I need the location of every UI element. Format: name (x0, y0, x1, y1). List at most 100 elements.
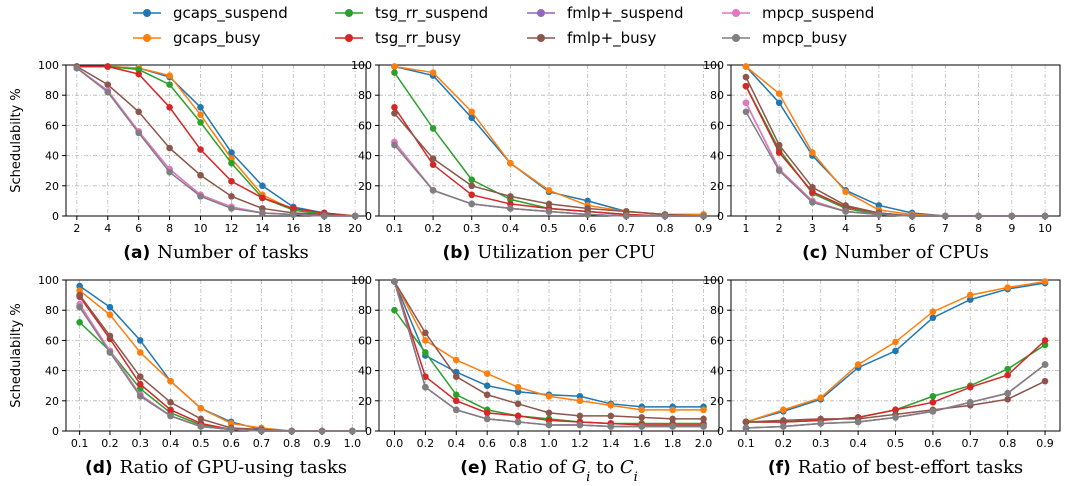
legend-entry-fmlpplus-busy: fmlp+_busy (527, 29, 656, 48)
y-tick-label: 60 (45, 119, 59, 132)
data-point (817, 415, 825, 423)
data-point (349, 427, 356, 435)
data-point (514, 412, 522, 420)
y-tick-label: 40 (710, 150, 724, 163)
legend-label-tsg-rr-suspend: tsg_rr_suspend (375, 4, 488, 23)
data-point (228, 205, 235, 212)
x-tick-label: 1.4 (602, 437, 620, 450)
caption-tag: (b) (443, 243, 471, 263)
data-point (742, 73, 750, 81)
x-tick-label: 0.6 (478, 437, 496, 450)
series-gcaps-busy (742, 63, 1049, 220)
data-point (742, 63, 750, 70)
x-tick-label: 0.9 (313, 437, 331, 450)
data-point (929, 314, 937, 322)
series-tsg-rr-suspend (391, 69, 707, 220)
subplot-e: 0.0 0.2 0.4 0.6 0.8 1.0 1.2 1.4 1.6 1.8 2.0 0 20 40 60… (351, 274, 720, 485)
x-tick-label: 0.6 (222, 437, 240, 450)
caption-fragment: i (634, 470, 638, 485)
legend: gcaps_suspend gcaps_busy tsg_rr_suspendtsg… (133, 4, 874, 48)
y-tick-label: 80 (710, 304, 724, 317)
data-point (351, 212, 359, 220)
y-tick-label: 40 (710, 365, 724, 378)
data-point (76, 303, 83, 311)
data-point (167, 406, 174, 414)
data-point (429, 125, 437, 132)
data-point (429, 161, 437, 168)
data-point (429, 155, 437, 162)
data-point (742, 108, 750, 116)
y-tick-label: 0 (52, 425, 59, 438)
data-point (468, 114, 476, 122)
series-mpcp-busy (742, 361, 1049, 432)
data-point (135, 108, 142, 116)
data-point (607, 423, 615, 430)
data-point (197, 146, 204, 153)
data-point (166, 72, 173, 79)
subplot-caption: (d) Ratio of GPU-using tasks (85, 457, 347, 478)
data-point (892, 406, 899, 414)
data-point (1004, 389, 1011, 397)
data-point (73, 64, 81, 72)
series-fmlpplus-busy (742, 73, 1049, 220)
y-tick-label: 0 (365, 210, 372, 223)
subplot-caption: (c) Number of CPUs (802, 242, 989, 263)
data-point (780, 423, 787, 430)
data-point (576, 412, 584, 420)
data-point (742, 99, 750, 107)
series-tsg-rr-suspend (73, 63, 359, 220)
data-point (545, 187, 553, 194)
data-point (875, 211, 883, 218)
series-line-gcaps-suspend (76, 65, 356, 217)
data-point (391, 110, 398, 117)
data-point (669, 406, 676, 414)
legend-marker-mpcp-busy (732, 34, 740, 42)
y-tick-label: 20 (358, 180, 372, 193)
series-line-tsg-rr-busy (745, 85, 1046, 217)
y-tick-label: 40 (358, 365, 372, 378)
caption-text: Ratio of GPU-using tasks (120, 457, 347, 478)
subplot-caption: (a) Number of tasks (123, 242, 309, 263)
x-tick-label: 0.0 (386, 437, 404, 450)
data-point (290, 205, 297, 212)
data-point (809, 149, 816, 156)
data-point (545, 208, 553, 215)
data-point (468, 182, 476, 190)
x-tick-label: 0.1 (737, 437, 755, 450)
data-point (817, 394, 825, 402)
data-point (136, 373, 144, 380)
x-tick-label: 0.2 (417, 437, 435, 450)
data-point (966, 383, 974, 391)
y-tick-label: 40 (45, 365, 59, 378)
data-point (507, 159, 514, 167)
data-point (929, 392, 937, 400)
x-tick-label: 1.8 (664, 437, 682, 450)
y-tick-label: 40 (45, 150, 59, 163)
data-point (136, 380, 144, 388)
data-point (1041, 278, 1049, 285)
data-point (468, 108, 476, 116)
data-point (1041, 341, 1049, 349)
data-point (290, 211, 297, 218)
caption-fragment: C (620, 457, 634, 478)
legend-marker-tsg-rr-busy (345, 34, 353, 42)
x-tick-label: 0.5 (192, 437, 210, 450)
x-tick-label: 0.7 (962, 437, 980, 450)
data-point (842, 188, 849, 196)
data-point (576, 397, 584, 405)
data-point (607, 412, 615, 420)
y-tick-label: 80 (45, 89, 59, 102)
x-tick-label: 8 (975, 222, 982, 235)
data-point (622, 208, 630, 215)
series-line-fmlpplus-busy (76, 65, 356, 217)
data-point (422, 373, 429, 380)
data-point (483, 415, 491, 423)
data-point (452, 397, 460, 405)
series-mpcp-busy (73, 64, 359, 220)
data-point (391, 69, 398, 76)
data-point (76, 318, 83, 326)
data-point (167, 377, 174, 385)
data-point (514, 383, 522, 391)
series-line-mpcp-busy (76, 67, 356, 217)
caption-fragment: i (586, 470, 590, 485)
